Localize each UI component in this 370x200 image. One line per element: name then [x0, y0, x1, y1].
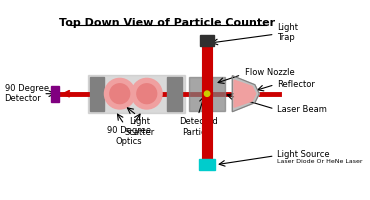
Text: Light
Scatter: Light Scatter — [124, 117, 155, 137]
Polygon shape — [234, 80, 256, 107]
Text: Top Down View of Particle Counter: Top Down View of Particle Counter — [58, 18, 275, 28]
Text: Detected
Particle: Detected Particle — [179, 117, 218, 137]
Bar — [90, 77, 104, 111]
Circle shape — [204, 91, 210, 96]
Ellipse shape — [137, 84, 157, 104]
Bar — [200, 35, 214, 46]
Text: Laser Beam: Laser Beam — [278, 105, 327, 114]
Bar — [51, 86, 58, 102]
Text: Flow Nozzle: Flow Nozzle — [245, 68, 295, 77]
Bar — [168, 77, 182, 111]
Text: Light Source: Light Source — [278, 150, 330, 159]
Text: Reflector: Reflector — [278, 80, 315, 89]
Bar — [189, 77, 225, 111]
Text: 90 Degree
Detector: 90 Degree Detector — [4, 84, 48, 103]
Bar — [199, 159, 215, 170]
Ellipse shape — [110, 84, 130, 104]
Text: 90 Degree
Optics: 90 Degree Optics — [107, 126, 151, 146]
Text: Laser Diode Or HeNe Laser: Laser Diode Or HeNe Laser — [278, 159, 363, 164]
Ellipse shape — [104, 78, 135, 109]
Polygon shape — [232, 76, 259, 112]
Text: Light
Trap: Light Trap — [278, 23, 298, 42]
Bar — [88, 75, 185, 113]
Ellipse shape — [131, 78, 162, 109]
